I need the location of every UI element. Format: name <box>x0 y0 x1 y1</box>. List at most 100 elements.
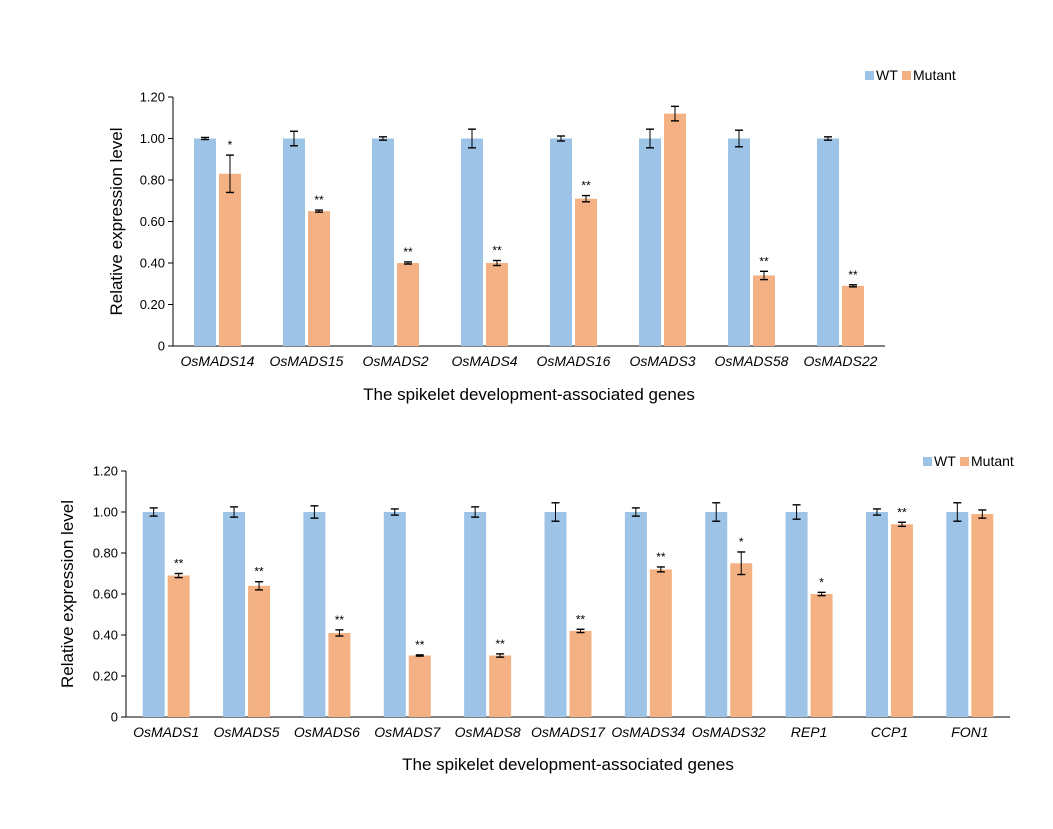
significance-label: ** <box>581 179 591 193</box>
legend-swatch-mutant <box>960 457 969 466</box>
bar-mutant-osmads32 <box>730 563 753 717</box>
significance-label: ** <box>492 244 502 258</box>
category-label: OsMADS32 <box>692 724 766 740</box>
bar-mutant-osmads6 <box>328 632 351 717</box>
y-axis-title: Relative expression level <box>107 127 126 315</box>
y-tick-label: 1.20 <box>93 464 118 479</box>
bar-wt-osmads58 <box>728 138 750 346</box>
category-label: OsMADS34 <box>611 724 685 740</box>
category-label: OsMADS3 <box>629 353 695 369</box>
significance-label: ** <box>495 637 505 651</box>
bar-mutant-osmads34 <box>649 569 672 717</box>
significance-label: ** <box>897 505 907 519</box>
y-axis-title: Relative expression level <box>58 500 77 688</box>
category-label: OsMADS2 <box>362 353 428 369</box>
y-tick-label: 0.80 <box>93 546 118 561</box>
bar-mutant-osmads17 <box>569 630 592 717</box>
y-tick-label: 0.40 <box>140 256 165 271</box>
category-label: OsMADS1 <box>133 724 199 740</box>
legend-label-wt: WT <box>876 67 898 83</box>
legend-label-mutant: Mutant <box>971 453 1014 469</box>
category-label: OsMADS15 <box>270 353 344 369</box>
y-tick-label: 0.60 <box>140 214 165 229</box>
bar-wt-osmads1 <box>142 512 165 717</box>
bar-wt-osmads17 <box>544 512 567 717</box>
bar-wt-osmads7 <box>383 512 406 717</box>
y-tick-label: 0 <box>158 339 165 354</box>
bar-wt-rep1 <box>785 512 808 717</box>
bar-wt-osmads16 <box>550 138 572 346</box>
bar-wt-osmads32 <box>705 512 728 717</box>
y-tick-label: 0.20 <box>93 669 118 684</box>
y-tick-label: 1.00 <box>93 505 118 520</box>
significance-label: ** <box>576 612 586 626</box>
bar-mutant-osmads2 <box>397 263 419 346</box>
category-label: REP1 <box>791 724 828 740</box>
chart-top: 0 0.20 0.40 0.60 0.80 1.00 1.20 Relative expres… <box>107 67 956 404</box>
significance-label: * <box>819 575 824 589</box>
y-tick-label: 0.60 <box>93 587 118 602</box>
bar-mutant-osmads4 <box>486 263 508 346</box>
bar-wt-osmads6 <box>303 512 326 717</box>
bar-mutant-osmads8 <box>489 655 512 717</box>
category-label: OsMADS16 <box>537 353 611 369</box>
significance-label: * <box>228 138 233 152</box>
category-label: OsMADS22 <box>804 353 878 369</box>
bar-mutant-ccp1 <box>890 524 913 717</box>
significance-label: ** <box>254 565 264 579</box>
bar-mutant-rep1 <box>810 594 833 717</box>
significance-label: ** <box>314 193 324 207</box>
bar-mutant-osmads1 <box>167 575 190 717</box>
category-label: OsMADS14 <box>181 353 255 369</box>
bar-wt-osmads2 <box>372 138 394 346</box>
bar-wt-osmads5 <box>223 512 246 717</box>
category-label: OsMADS7 <box>374 724 441 740</box>
category-label: OsMADS4 <box>451 353 517 369</box>
bar-wt-ccp1 <box>865 512 888 717</box>
bar-mutant-osmads16 <box>575 198 597 346</box>
legend-label-wt: WT <box>934 453 956 469</box>
significance-label: ** <box>415 638 425 652</box>
legend-swatch-wt <box>923 457 932 466</box>
y-tick-label: 1.20 <box>140 90 165 105</box>
category-label: FON1 <box>951 724 988 740</box>
x-axis-title: The spikelet development-associated gene… <box>402 755 734 774</box>
y-tick-label: 0.80 <box>140 173 165 188</box>
y-tick-label: 1.00 <box>140 131 165 146</box>
category-label: CCP1 <box>871 724 908 740</box>
category-label: OsMADS6 <box>294 724 360 740</box>
bar-mutant-osmads14 <box>219 173 241 346</box>
bar-mutant-osmads22 <box>842 285 864 346</box>
bar-wt-osmads8 <box>464 512 487 717</box>
bar-wt-osmads22 <box>817 138 839 346</box>
category-label: OsMADS17 <box>531 724 606 740</box>
bar-mutant-osmads15 <box>308 211 330 346</box>
legend-label-mutant: Mutant <box>913 67 956 83</box>
chart-bottom: 0 0.20 0.40 0.60 0.80 1.00 1.20 Relative expres… <box>58 453 1014 774</box>
significance-label: ** <box>848 268 858 282</box>
legend-swatch-wt <box>865 71 874 80</box>
significance-label: ** <box>174 557 184 571</box>
bar-mutant-osmads5 <box>248 585 271 717</box>
bar-wt-fon1 <box>946 512 969 717</box>
bar-mutant-fon1 <box>971 514 994 717</box>
significance-label: ** <box>335 613 345 627</box>
bar-wt-osmads14 <box>194 138 216 346</box>
y-tick-label: 0.20 <box>140 297 165 312</box>
bar-mutant-osmads3 <box>664 113 686 346</box>
bar-mutant-osmads58 <box>753 275 775 346</box>
category-label: OsMADS5 <box>213 724 279 740</box>
x-axis-title: The spikelet development-associated gene… <box>363 385 695 404</box>
bar-wt-osmads4 <box>461 138 483 346</box>
bar-wt-osmads34 <box>624 512 647 717</box>
significance-label: ** <box>759 254 769 268</box>
category-label: OsMADS8 <box>455 724 521 740</box>
y-tick-label: 0.40 <box>93 628 118 643</box>
category-label: OsMADS58 <box>715 353 789 369</box>
legend-swatch-mutant <box>902 71 911 80</box>
significance-label: ** <box>656 550 666 564</box>
significance-label: * <box>739 535 744 549</box>
bar-wt-osmads15 <box>283 138 305 346</box>
bar-mutant-osmads7 <box>408 655 431 717</box>
